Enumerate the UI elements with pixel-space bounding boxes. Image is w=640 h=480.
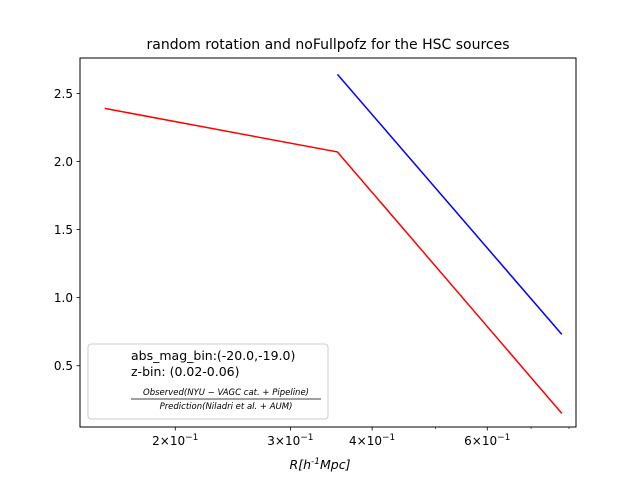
series-layer — [104, 73, 563, 414]
x-tick-label-1: 2×10−1 — [152, 433, 198, 448]
y-tick-label-1: 0.5 — [54, 359, 73, 373]
x-axis-label: R[h-1Mpc] — [290, 457, 351, 472]
legend-denominator: Prediction(Niladri et al. + AUM) — [160, 402, 293, 412]
chart-title: random rotation and noFullpofz for the H… — [147, 37, 510, 53]
x-tick-label-2: 3×10−1 — [267, 433, 313, 448]
y-tick-label-5: 2.5 — [54, 87, 73, 101]
series-line-2 — [336, 73, 563, 335]
y-tick-label-4: 2.0 — [54, 155, 73, 169]
x-tick-label-4: 6×10−1 — [464, 433, 510, 448]
x-axis: 2×10−1 3×10−1 4×10−1 6×10−1 — [152, 427, 570, 448]
legend-line-2: z-bin: (0.02-0.06) — [131, 364, 240, 379]
legend-line-1: abs_mag_bin:(-20.0,-19.0) — [131, 348, 295, 363]
x-axis-label-text: R[h-1Mpc] — [290, 457, 351, 472]
y-axis: 0.5 1.0 1.5 2.0 2.5 — [54, 87, 80, 373]
y-tick-label-3: 1.5 — [54, 223, 73, 237]
legend-box — [87, 343, 329, 420]
series-line-1 — [104, 107, 563, 414]
legend-numerator: Observed(NYU − VAGC cat. + Pipeline) — [143, 388, 309, 398]
plot-area-frame — [79, 57, 577, 428]
x-tick-label-3: 4×10−1 — [349, 433, 395, 448]
y-tick-label-2: 1.0 — [54, 291, 73, 305]
legend: abs_mag_bin:(-20.0,-19.0) z-bin: (0.02-0… — [87, 343, 329, 420]
